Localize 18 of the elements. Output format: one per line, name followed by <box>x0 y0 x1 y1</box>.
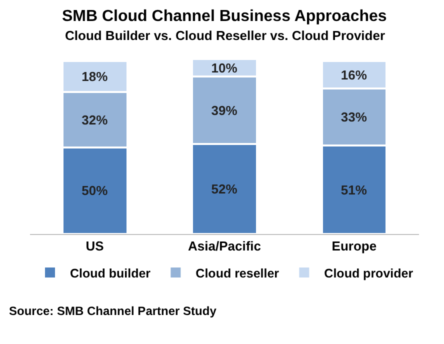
data-label: 32% <box>82 112 108 128</box>
data-label: 10% <box>211 60 238 76</box>
chart-subtitle: Cloud Builder vs. Cloud Reseller vs. Cloud Provider <box>65 28 386 43</box>
legend-label: Cloud builder <box>70 266 151 280</box>
data-label: 16% <box>340 67 368 82</box>
data-label: 18% <box>82 69 108 84</box>
data-label: 33% <box>340 110 368 125</box>
data-label: 52% <box>211 182 238 196</box>
data-label: 39% <box>211 102 238 118</box>
legend-label: Cloud reseller <box>196 266 280 280</box>
chart-title: SMB Cloud Channel Business Approaches <box>62 8 387 25</box>
data-label: 50% <box>82 183 108 198</box>
x-tick-label: US <box>86 238 104 254</box>
data-label: 51% <box>340 182 368 198</box>
legend-label: Cloud provider <box>324 266 414 280</box>
source-note: Source: SMB Channel Partner Study <box>9 304 217 318</box>
x-tick-label: Asia/Pacific <box>188 238 261 254</box>
x-tick-label: Europe <box>332 238 377 254</box>
